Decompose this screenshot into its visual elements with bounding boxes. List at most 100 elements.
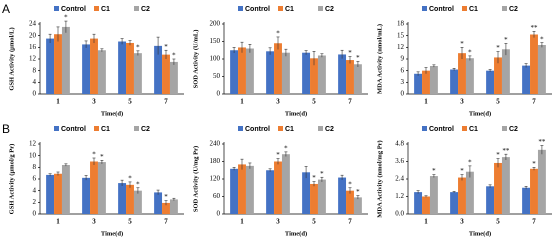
- bar: [126, 184, 134, 214]
- y-tick-label: 4.8: [395, 140, 404, 148]
- y-axis-title: GSH Activity (μmol/L): [8, 27, 15, 90]
- significance-mark: *: [64, 14, 68, 22]
- error-bar: [48, 173, 52, 177]
- significance-mark: *: [460, 40, 464, 48]
- error-bar: [100, 48, 104, 52]
- bar: [414, 192, 423, 214]
- y-tick-label: 0: [217, 90, 221, 98]
- bar: [486, 70, 495, 94]
- error-bar: [468, 165, 472, 178]
- y-tick-label: 24: [29, 20, 37, 28]
- bar: [238, 164, 246, 214]
- bar: [353, 197, 362, 214]
- bar: [162, 202, 170, 214]
- error-bar: [64, 163, 68, 167]
- bar: [486, 186, 495, 214]
- legend-label: C1: [101, 6, 110, 13]
- x-tick-label: 3: [460, 218, 464, 226]
- error-bar: [304, 50, 308, 55]
- legend-swatch: [238, 126, 243, 131]
- x-tick-label: 1: [240, 218, 244, 226]
- bar: [230, 168, 239, 214]
- y-tick-label: 240: [210, 140, 221, 148]
- legend-swatch: [462, 6, 467, 11]
- legend-label: Control: [429, 6, 454, 13]
- error-bar: [496, 158, 500, 168]
- bar: [494, 57, 502, 94]
- error-bar: [64, 20, 68, 33]
- bar: [422, 70, 430, 94]
- legend-label: C1: [285, 6, 294, 13]
- x-tick-label: 3: [276, 218, 280, 226]
- y-tick-label: 2.4: [395, 175, 404, 183]
- bar: [429, 66, 438, 94]
- bar: [522, 65, 531, 94]
- y-tick-label: 6: [33, 175, 37, 183]
- bar: [97, 50, 106, 94]
- y-tick-label: 150: [210, 37, 221, 45]
- bar: [61, 165, 70, 214]
- error-bar: [240, 41, 244, 53]
- significance-mark: *: [356, 188, 360, 196]
- error-bar: [532, 31, 536, 38]
- legend-swatch: [54, 126, 59, 131]
- y-tick-label: 1.2: [395, 192, 404, 200]
- bar: [346, 190, 354, 214]
- bar: [266, 51, 275, 94]
- error-bar: [416, 190, 420, 194]
- significance-mark: *: [468, 158, 472, 166]
- bar: [266, 170, 275, 214]
- x-tick-label: 7: [348, 218, 352, 226]
- y-tick-label: 15: [397, 31, 405, 39]
- error-bar: [524, 63, 528, 68]
- bar: [169, 199, 178, 214]
- legend-swatch: [134, 6, 139, 11]
- error-bar: [128, 40, 132, 46]
- x-axis-title: Time(d): [285, 230, 307, 237]
- panel-label: A: [2, 2, 10, 16]
- significance-mark: *: [128, 175, 132, 183]
- x-tick-label: 7: [164, 218, 168, 226]
- bar: [245, 48, 254, 94]
- error-bar: [356, 61, 360, 68]
- legend-label: C1: [469, 6, 478, 13]
- y-axis-title: MDA Activity (nmol/mL): [376, 24, 383, 94]
- y-tick-label: 50: [213, 72, 221, 80]
- x-tick-label: 3: [92, 218, 96, 226]
- legend-swatch: [502, 6, 507, 11]
- bar: [97, 162, 106, 214]
- bar: [414, 73, 423, 94]
- bar: [154, 192, 163, 214]
- error-bar: [276, 36, 280, 50]
- legend-label: C1: [285, 126, 294, 133]
- significance-mark: *: [92, 151, 96, 159]
- x-tick-label: 5: [128, 218, 132, 226]
- bar: [450, 69, 459, 94]
- bar: [274, 161, 282, 214]
- legend-swatch: [134, 126, 139, 131]
- error-bar: [488, 69, 492, 72]
- y-axis-title: MDA Activity (nmol/mg Pr): [376, 140, 383, 217]
- y-tick-label: 10: [29, 151, 37, 159]
- error-bar: [136, 187, 140, 194]
- x-axis-title: Time(d): [469, 230, 491, 237]
- bar: [54, 34, 62, 94]
- legend-swatch: [278, 126, 283, 131]
- bar: [465, 58, 474, 94]
- y-tick-label: 180: [210, 157, 221, 165]
- bar: [82, 44, 91, 94]
- legend-swatch: [502, 126, 507, 131]
- x-tick-label: 5: [496, 98, 500, 106]
- error-bar: [432, 174, 436, 178]
- legend-label: Control: [245, 6, 270, 13]
- bar: [530, 34, 538, 94]
- error-bar: [284, 48, 288, 57]
- error-bar: [156, 189, 160, 195]
- legend-swatch: [422, 6, 427, 11]
- y-tick-label: 0: [217, 210, 221, 218]
- bar: [317, 179, 326, 214]
- error-bar: [100, 160, 104, 164]
- error-bar: [340, 49, 344, 59]
- bar: [133, 190, 142, 214]
- bar: [133, 53, 142, 94]
